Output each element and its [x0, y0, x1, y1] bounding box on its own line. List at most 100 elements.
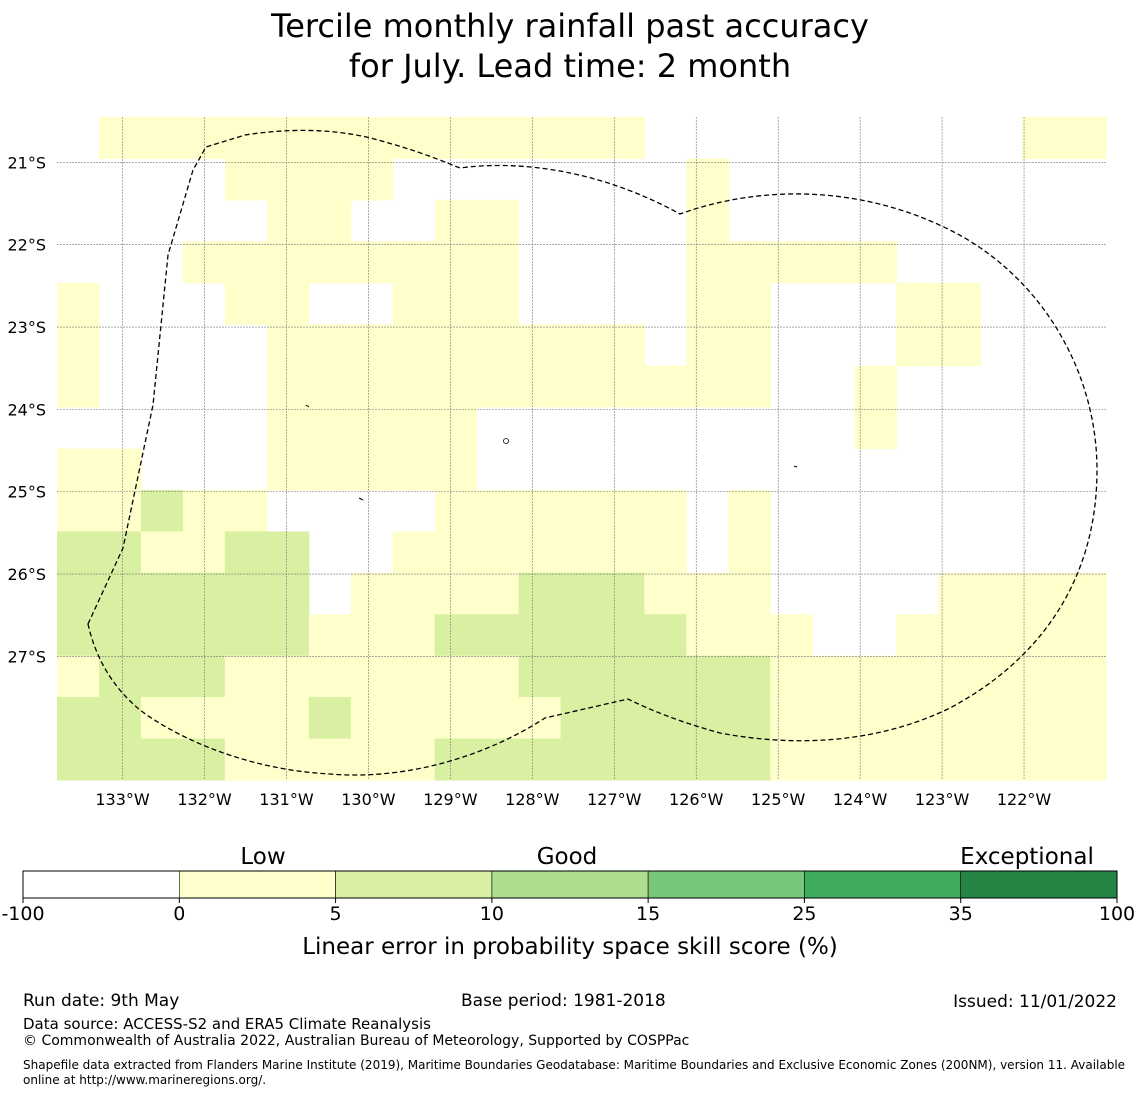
skill-cell	[560, 614, 604, 657]
skill-cell	[266, 365, 310, 408]
skill-cell	[854, 365, 897, 408]
skill-cell	[266, 572, 310, 615]
title-line-2: for July. Lead time: 2 month	[348, 47, 792, 85]
skill-cell	[434, 365, 478, 408]
skill-cell	[1064, 614, 1107, 657]
skill-cell	[57, 655, 100, 698]
category-low: Low	[240, 844, 285, 870]
longitude-label: 128°W	[505, 790, 560, 809]
skill-cell	[476, 365, 520, 408]
skill-cell	[308, 199, 352, 242]
skill-cell	[518, 489, 562, 532]
skill-cell	[434, 614, 478, 657]
skill-cell	[602, 697, 646, 740]
skill-cell	[350, 158, 394, 201]
skill-cell	[266, 282, 310, 325]
skill-cell	[57, 448, 100, 491]
shapefile-credit: Shapefile data extracted from Flanders M…	[23, 1058, 1126, 1087]
skill-cell	[518, 365, 562, 408]
island-mark	[793, 465, 798, 468]
skill-cell	[896, 324, 939, 367]
skill-cell	[224, 572, 268, 615]
skill-cell	[560, 572, 604, 615]
category-exceptional: Exceptional	[960, 844, 1094, 870]
skill-cell	[140, 117, 184, 159]
colorbar-tick-label: 10	[480, 903, 504, 925]
skill-cell	[812, 697, 855, 740]
skill-cell	[1022, 614, 1065, 657]
skill-cell	[434, 489, 478, 532]
colorbar-tick-label: 5	[330, 903, 342, 925]
skill-cell	[224, 241, 268, 284]
colorbar-segment	[335, 870, 493, 899]
colorbar-tick-label: 0	[173, 903, 185, 925]
skill-cell	[770, 614, 813, 657]
eez-boundary	[87, 129, 1098, 776]
skill-cell	[140, 489, 184, 532]
skill-cell	[266, 199, 310, 242]
skill-cell	[434, 117, 478, 159]
colorbar-segment	[22, 870, 180, 899]
longitude-label: 129°W	[423, 790, 478, 809]
skill-cell	[392, 448, 436, 491]
skill-cell	[434, 448, 478, 491]
skill-cell	[1064, 738, 1107, 781]
skill-cell	[224, 655, 268, 698]
skill-cell	[476, 117, 520, 159]
skill-cell	[938, 324, 981, 367]
skill-cell	[686, 572, 729, 615]
colorbar-ticks: -100 0 5 10 15 25 35 100	[1, 898, 1135, 925]
skill-cell	[938, 738, 981, 781]
skill-cell	[728, 241, 771, 284]
latitude-label: 25°S	[7, 483, 46, 502]
copyright: © Commonwealth of Australia 2022, Austra…	[23, 1033, 690, 1049]
latitude-labels: 21°S 22°S 23°S 24°S 25°S 26°S 27°S	[7, 153, 46, 666]
longitude-label: 132°W	[177, 790, 232, 809]
skill-cell	[644, 572, 687, 615]
skill-cell	[308, 697, 352, 740]
skill-cell	[1022, 117, 1065, 159]
skill-cell	[518, 117, 562, 159]
skill-cell	[392, 531, 436, 574]
skill-cell	[980, 655, 1023, 698]
skill-cell	[434, 241, 478, 284]
skill-cell	[99, 614, 142, 657]
skill-cell	[476, 614, 520, 657]
skill-cell	[350, 655, 394, 698]
skill-cell	[392, 572, 436, 615]
skill-cell	[476, 199, 520, 242]
skill-cell	[728, 655, 771, 698]
skill-cell	[392, 365, 436, 408]
skill-cell	[434, 407, 478, 450]
skill-cell	[602, 655, 646, 698]
latitude-label: 26°S	[7, 565, 46, 584]
skill-cell	[350, 572, 394, 615]
skill-cell	[518, 614, 562, 657]
skill-cell	[392, 324, 436, 367]
skill-cell	[686, 158, 729, 201]
skill-cell	[560, 655, 604, 698]
chart-title: Tercile monthly rainfall past accuracy f…	[0, 6, 1140, 86]
colorbar-tick-label: 25	[792, 903, 816, 925]
skill-cell	[770, 697, 813, 740]
skill-cell	[434, 199, 478, 242]
skill-cell	[99, 448, 142, 491]
longitude-labels: 133°W 132°W 131°W 130°W 129°W 128°W 127°W 126°W…	[95, 790, 1051, 809]
skill-cell	[476, 489, 520, 532]
skill-cell	[854, 655, 897, 698]
skill-cell	[308, 407, 352, 450]
skill-cell	[350, 324, 394, 367]
skill-cell	[560, 697, 604, 740]
skill-cell	[980, 614, 1023, 657]
skill-cell	[518, 572, 562, 615]
skill-cell	[392, 697, 436, 740]
skill-cell	[518, 738, 562, 781]
skill-cell	[308, 365, 352, 408]
skill-cell	[938, 572, 981, 615]
skill-cell	[182, 572, 226, 615]
skill-cell	[644, 489, 687, 532]
skill-cell	[938, 282, 981, 325]
skill-cell	[476, 324, 520, 367]
skill-cell	[602, 365, 646, 408]
skill-cell	[518, 655, 562, 698]
